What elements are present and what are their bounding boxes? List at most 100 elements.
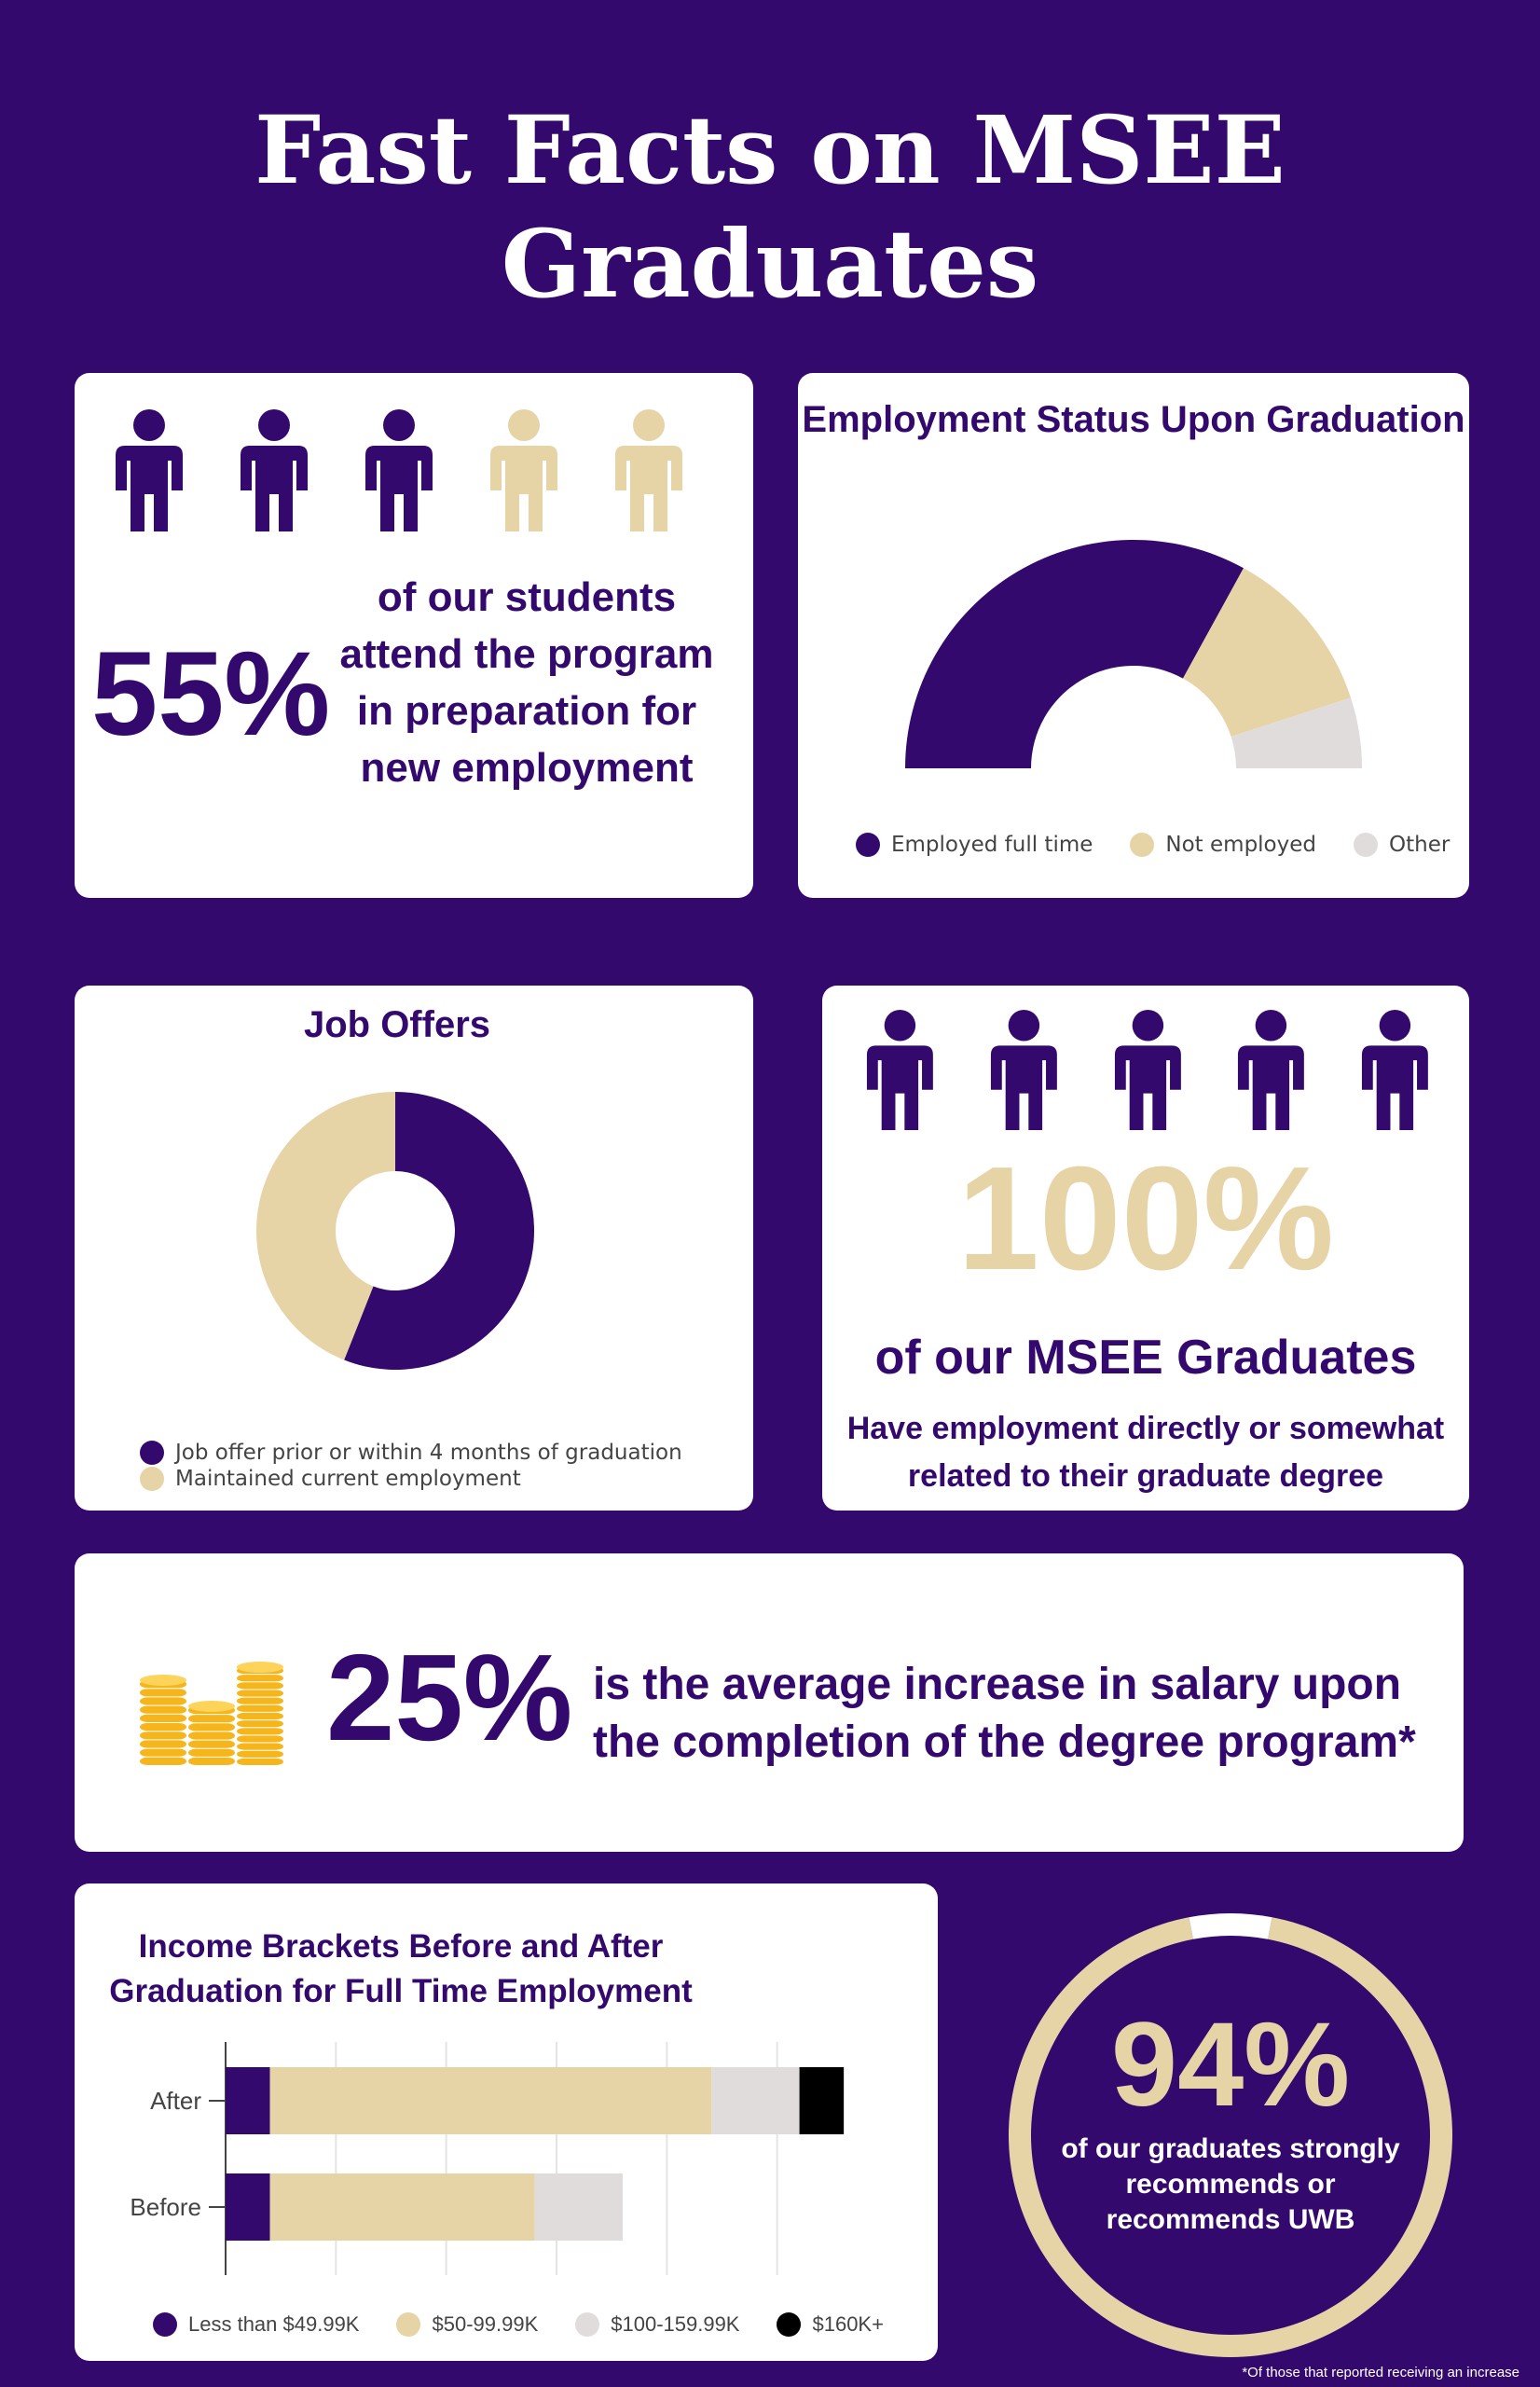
coin <box>237 1704 283 1712</box>
coin <box>140 1705 186 1714</box>
related-employment-text-line: Have employment directly or somewhat <box>846 1411 1445 1446</box>
legend-label: $160K+ <box>812 2312 884 2336</box>
related-employment-text: Have employment directly or somewhat rel… <box>822 1405 1469 1500</box>
person-icon <box>990 1010 1057 1131</box>
coin <box>140 1697 186 1705</box>
legend-swatch <box>777 2312 802 2337</box>
person-icon <box>1362 1010 1429 1131</box>
coin <box>237 1712 283 1720</box>
coin <box>237 1697 283 1704</box>
legend-item: Maintained current employment <box>140 1467 682 1491</box>
job-offers-title: Job Offers <box>303 1004 491 1045</box>
bar-segment <box>269 2067 712 2134</box>
salary-text-line: the completion of the degree program* <box>593 1718 1416 1767</box>
salary-percent: 25% <box>326 1629 573 1766</box>
coin <box>188 1748 235 1757</box>
recommend-text-line: of our graduates strongly <box>1061 2133 1400 2164</box>
recommend-text-line: recommends UWB <box>1106 2204 1355 2235</box>
category-label: Before <box>130 2193 201 2221</box>
new-employment-text-line: new employment <box>360 745 694 791</box>
coin <box>140 1740 186 1748</box>
legend-swatch <box>396 2312 421 2337</box>
coin <box>140 1689 186 1697</box>
coin <box>237 1750 283 1758</box>
footnote: *Of those that reported receiving an inc… <box>1242 2365 1519 2380</box>
person-icon <box>1114 1010 1181 1131</box>
income-title: Income Brackets Before and After Graduat… <box>75 1925 727 2014</box>
coin-top <box>188 1701 235 1712</box>
bar-segment <box>226 2067 270 2134</box>
job-offers-slice-1 <box>344 1092 534 1370</box>
legend-label: Maintained current employment <box>175 1467 521 1491</box>
legend-swatch <box>1130 833 1155 857</box>
job-offers-legend: Job offer prior or within 4 months of gr… <box>140 1441 682 1491</box>
coin <box>140 1748 186 1757</box>
legend-label: Job offer prior or within 4 months of gr… <box>175 1441 682 1465</box>
coin <box>237 1690 283 1697</box>
bar-segment <box>799 2067 845 2134</box>
coin <box>188 1732 235 1740</box>
person-icon <box>365 409 433 531</box>
new-employment-card: 55% of our students attend the program i… <box>75 373 753 898</box>
job-offers-slice-2 <box>256 1092 395 1360</box>
page-title: Fast Facts on MSEE Graduates <box>0 93 1540 321</box>
legend-swatch <box>140 1467 164 1491</box>
ring-segment-rest <box>1189 1913 1272 1939</box>
recommend-text: of our graduates strongly recommends or … <box>997 2132 1464 2238</box>
category-label: After <box>150 2087 201 2115</box>
coin <box>188 1757 235 1765</box>
legend-swatch <box>856 833 880 857</box>
coin <box>237 1720 283 1728</box>
coin <box>237 1758 283 1765</box>
legend-label: $50-99.99K <box>432 2312 539 2336</box>
employment-status-card: Employment Status Upon Graduation Employ… <box>798 373 1469 898</box>
legend-label: Employed full time <box>891 833 1093 857</box>
coin <box>237 1743 283 1750</box>
legend-swatch <box>140 1441 164 1465</box>
income-title-line: Graduation for Full Time Employment <box>109 1973 693 2009</box>
income-legend: Less than $49.99K $50-99.99K $100-159.99… <box>153 2312 884 2337</box>
coin-stack-icon <box>140 1662 283 1765</box>
related-employment-text-line: related to their graduate degree <box>907 1458 1384 1494</box>
bar-segment <box>711 2067 800 2134</box>
legend-label: $100-159.99K <box>611 2312 740 2336</box>
page-title-line2: Graduates <box>501 209 1039 319</box>
employment-slice-1 <box>905 540 1244 768</box>
recommend-text-line: recommends or <box>1125 2169 1336 2200</box>
salary-card: 25% is the average increase in salary up… <box>75 1553 1464 1852</box>
coin-top <box>237 1662 283 1673</box>
page-title-line1: Fast Facts on MSEE <box>254 95 1286 205</box>
income-card: Income Brackets Before and After Graduat… <box>75 1883 938 2361</box>
legend-label: Less than $49.99K <box>188 2312 360 2336</box>
related-employment-card: 100% of our MSEE Graduates Have employme… <box>822 986 1469 1511</box>
employment-slice-2 <box>1182 568 1352 738</box>
coin <box>237 1728 283 1735</box>
legend-label: Not employed <box>1165 833 1316 857</box>
employment-status-legend: Employed full time Not employed Other <box>856 833 1450 857</box>
coin <box>140 1714 186 1722</box>
coin <box>237 1682 283 1690</box>
person-icon <box>116 409 183 531</box>
related-employment-percent: 100% <box>956 1137 1335 1301</box>
bar-segment <box>534 2173 623 2241</box>
job-offers-card: Job Offers Job offer prior or within 4 m… <box>75 986 753 1511</box>
legend-swatch <box>575 2312 600 2337</box>
new-employment-percent: 55% <box>91 628 331 761</box>
income-title-line: Income Brackets Before and After <box>138 1928 664 1965</box>
new-employment-text-line: in preparation for <box>356 688 697 734</box>
person-icon <box>490 409 557 531</box>
person-icon <box>615 409 682 531</box>
employment-slice-3 <box>1231 697 1362 768</box>
coin <box>188 1740 235 1748</box>
legend-label: Other <box>1389 833 1451 857</box>
employment-status-title: Employment Status Upon Graduation <box>802 399 1465 440</box>
coin <box>140 1732 186 1740</box>
person-icon <box>241 409 308 531</box>
coin <box>237 1735 283 1743</box>
legend-swatch <box>153 2312 177 2337</box>
employment-status-chart <box>905 540 1362 768</box>
new-employment-text-line: of our students <box>377 574 677 620</box>
recommend-ring <box>1009 1913 1452 2357</box>
new-employment-text: of our students attend the program in pr… <box>326 569 727 796</box>
salary-text: is the average increase in salary upon t… <box>593 1656 1416 1772</box>
